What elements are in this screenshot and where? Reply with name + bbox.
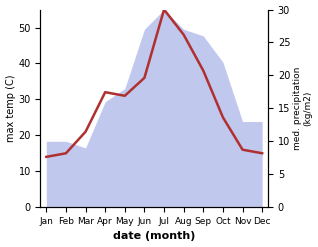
X-axis label: date (month): date (month)	[113, 231, 196, 242]
Y-axis label: max temp (C): max temp (C)	[5, 75, 16, 142]
Y-axis label: med. precipitation
(kg/m2): med. precipitation (kg/m2)	[293, 67, 313, 150]
